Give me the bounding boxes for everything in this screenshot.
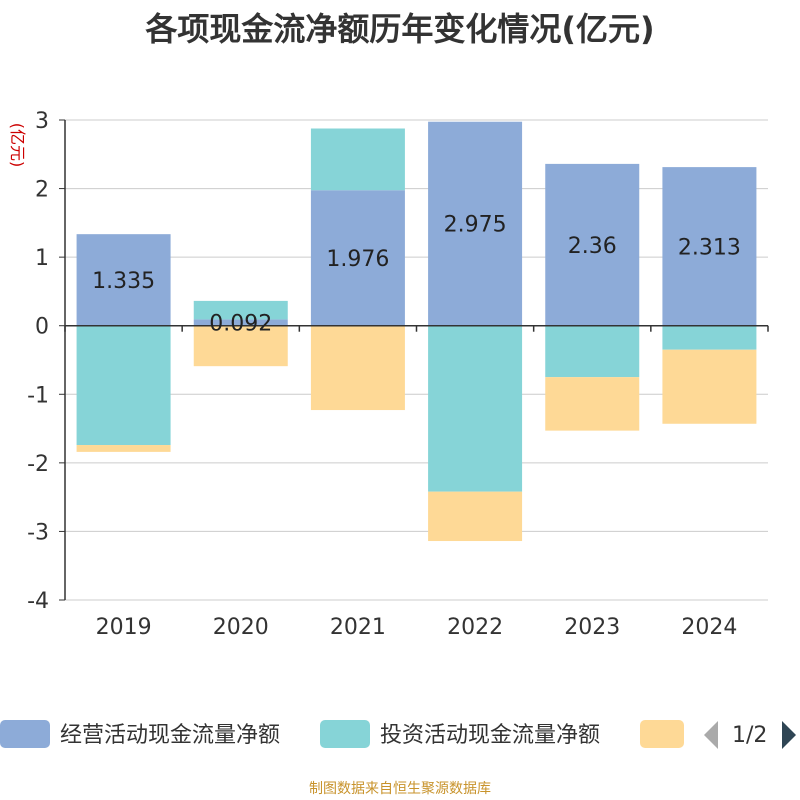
y-tick-label: -2: [27, 452, 49, 477]
legend-swatch-operating[interactable]: [0, 720, 50, 748]
bar-financing-2023: [545, 377, 640, 431]
y-tick-label: -4: [27, 589, 49, 614]
bar-financing-2019: [76, 445, 171, 452]
legend-swatch-investing[interactable]: [320, 720, 370, 748]
y-tick-label: 2: [35, 178, 49, 203]
bar-operating-2023: [545, 163, 640, 326]
bar-financing-2022: [428, 491, 523, 542]
y-tick-label: 1: [35, 246, 49, 271]
data-label-2024: 2.313: [678, 235, 741, 260]
y-tick-label: 3: [35, 109, 49, 134]
legend-label-investing[interactable]: 投资活动现金流量净额: [380, 723, 600, 748]
source-note: 制图数据来自恒生聚源数据库: [309, 781, 491, 797]
bar-layer: [76, 121, 757, 542]
bar-financing-2020: [193, 325, 288, 367]
x-tick-label-2021: 2021: [330, 615, 386, 640]
legend-label-operating[interactable]: 经营活动现金流量净额: [60, 723, 280, 748]
bar-investing-2022: [428, 325, 523, 492]
x-tick-label-2022: 2022: [447, 615, 503, 640]
bar-investing-2020: [193, 300, 288, 320]
data-label-2019: 1.335: [92, 269, 155, 294]
x-tick-label-2024: 2024: [681, 615, 737, 640]
bar-investing-2023: [545, 325, 640, 378]
legend: 经营活动现金流量净额 投资活动现金流量净额 1/2: [0, 720, 796, 749]
legend-pager: 1/2: [732, 723, 767, 748]
bar-investing-2021: [310, 128, 405, 191]
bar-operating-2019: [76, 234, 171, 326]
pager-next-icon[interactable]: [782, 721, 796, 749]
data-label-2022: 2.975: [444, 213, 507, 238]
bar-operating-2020: [193, 319, 288, 326]
bar-financing-2024: [662, 349, 757, 424]
bar-operating-2024: [662, 167, 757, 326]
bar-operating-2022: [428, 121, 523, 326]
axis-layer: -4 -3 -2 -1 0 1 2 3 (亿元) 2019 2020 2021 2022 2023 2024: [8, 109, 769, 640]
y-tick-label: 0: [35, 315, 49, 340]
y-tick-label: -1: [27, 383, 49, 408]
y-axis-label: (亿元): [8, 123, 27, 168]
bar-operating-2021: [310, 190, 405, 326]
bar-investing-2024: [662, 325, 757, 350]
label-layer: 1.335 0.092 1.976 2.975 2.36 2.313: [92, 213, 741, 337]
x-tick-label-2020: 2020: [213, 615, 269, 640]
y-tick-label: -3: [27, 520, 49, 545]
pager-prev-icon[interactable]: [704, 721, 718, 749]
chart-title: 各项现金流净额历年变化情况(亿元): [145, 10, 655, 48]
bar-investing-2019: [76, 325, 171, 446]
data-label-2023: 2.36: [568, 234, 617, 259]
x-tick-label-2019: 2019: [96, 615, 152, 640]
grid-layer: [65, 119, 768, 601]
data-label-2021: 1.976: [326, 247, 389, 272]
x-tick-label-2023: 2023: [564, 615, 620, 640]
bar-financing-2021: [310, 325, 405, 411]
legend-swatch-financing[interactable]: [640, 720, 684, 748]
data-label-2020: 0.092: [209, 312, 272, 337]
